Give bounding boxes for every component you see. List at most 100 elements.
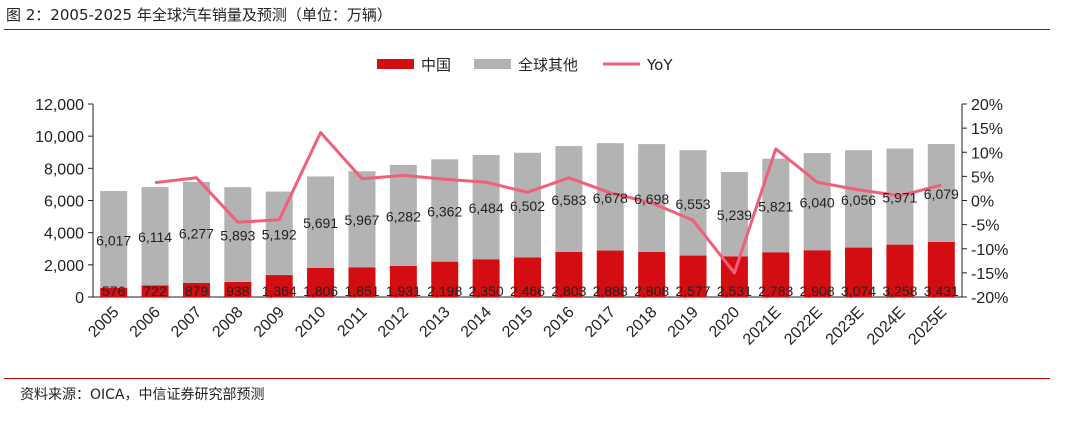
y-tick-label: 0 bbox=[75, 290, 84, 307]
data-label-others: 5,967 bbox=[344, 212, 379, 228]
y2-tick-label: 0% bbox=[971, 194, 994, 211]
data-label-others: 5,691 bbox=[303, 215, 338, 231]
data-label-others: 6,553 bbox=[676, 196, 711, 212]
data-label-china: 3,431 bbox=[924, 283, 959, 299]
data-labels: 576 6,017 722 6,114 879 6,277 938 5,893 1,364 5,1… bbox=[96, 186, 959, 299]
data-label-others: 5,239 bbox=[717, 207, 752, 223]
data-label-china: 2,808 bbox=[634, 283, 669, 299]
data-label-others: 6,114 bbox=[138, 229, 172, 245]
legend-swatch-china bbox=[377, 59, 414, 69]
bar-china bbox=[679, 255, 707, 297]
x-tick-label: 2010 bbox=[292, 304, 329, 341]
legend: 中国 全球其他 YoY bbox=[377, 56, 673, 74]
source-note: 资料来源：OICA，中信证券研究部预测 bbox=[20, 387, 265, 403]
x-tick-label: 2011 bbox=[334, 304, 370, 340]
chart-title: 图 2：2005-2025 年全球汽车销量及预测（单位：万辆） bbox=[6, 6, 392, 24]
bar-others bbox=[514, 152, 541, 258]
x-tick-label: 2022E bbox=[781, 304, 826, 349]
y2-tick-label: -20% bbox=[971, 290, 1008, 307]
data-label-others: 6,502 bbox=[510, 198, 545, 214]
data-label-china: 2,577 bbox=[676, 283, 711, 299]
bar-china bbox=[845, 247, 873, 297]
data-label-china: 1,364 bbox=[262, 283, 297, 299]
bar-others bbox=[845, 150, 873, 248]
bar-china bbox=[265, 275, 293, 297]
data-label-others: 6,583 bbox=[551, 192, 586, 208]
data-label-china: 2,466 bbox=[510, 283, 545, 299]
data-label-china: 3,074 bbox=[841, 283, 876, 299]
bar-others bbox=[431, 159, 459, 262]
bar-others bbox=[472, 154, 500, 260]
bar-others bbox=[348, 171, 376, 268]
data-label-others: 6,056 bbox=[841, 192, 876, 208]
y-tick-label: 8,000 bbox=[44, 161, 84, 178]
yoy-line bbox=[154, 131, 942, 275]
data-label-others: 6,040 bbox=[800, 195, 835, 211]
bar-others bbox=[803, 153, 831, 251]
x-tick-label: 2014 bbox=[458, 304, 495, 341]
data-label-china: 1,931 bbox=[386, 283, 421, 299]
data-label-china: 3,258 bbox=[882, 283, 917, 299]
data-label-others: 6,079 bbox=[924, 186, 959, 202]
data-label-china: 722 bbox=[143, 283, 167, 299]
data-label-others: 6,678 bbox=[593, 190, 628, 206]
y2-tick-label: 15% bbox=[971, 121, 1003, 138]
bar-china bbox=[596, 250, 624, 297]
x-tick-label: 2025E bbox=[905, 304, 950, 349]
bar-others bbox=[596, 143, 624, 251]
data-label-others: 6,484 bbox=[469, 200, 504, 216]
bar-china bbox=[389, 265, 417, 297]
bar-china bbox=[762, 252, 790, 297]
bar-others bbox=[679, 150, 707, 256]
bar-china bbox=[431, 261, 459, 297]
y-tick-label: 10,000 bbox=[35, 129, 84, 146]
legend-label-others: 全球其他 bbox=[518, 56, 578, 74]
yoy-line-group bbox=[154, 131, 942, 275]
bar-china bbox=[141, 285, 169, 297]
bar-china bbox=[555, 251, 583, 297]
data-label-others: 5,821 bbox=[758, 198, 793, 214]
data-label-china: 2,908 bbox=[800, 283, 835, 299]
bar-others bbox=[638, 144, 666, 252]
data-label-china: 1,851 bbox=[344, 283, 379, 299]
data-label-china: 1,806 bbox=[303, 283, 338, 299]
bar-others bbox=[182, 181, 210, 283]
bar-china bbox=[348, 267, 376, 297]
x-tick-label: 2015 bbox=[499, 304, 536, 341]
x-tick-label: 2023E bbox=[823, 304, 868, 349]
x-tick-label: 2013 bbox=[416, 304, 453, 341]
bar-others bbox=[927, 144, 955, 242]
y-tick-label: 4,000 bbox=[44, 226, 84, 243]
x-tick-label: 2017 bbox=[582, 304, 619, 341]
data-label-china: 2,888 bbox=[593, 283, 628, 299]
data-label-china: 576 bbox=[102, 283, 126, 299]
bars bbox=[100, 143, 955, 297]
y2-tick-label: 10% bbox=[971, 145, 1003, 162]
bar-others bbox=[389, 164, 417, 266]
x-tick-label: 2020 bbox=[706, 304, 743, 341]
bar-china bbox=[472, 259, 500, 297]
bar-china bbox=[514, 257, 541, 297]
y-tick-label: 2,000 bbox=[44, 258, 84, 275]
data-label-china: 2,531 bbox=[717, 283, 752, 299]
x-tick-label: 2018 bbox=[623, 304, 660, 341]
legend-swatch-others bbox=[474, 59, 511, 69]
data-label-others: 5,893 bbox=[220, 228, 255, 244]
bar-china bbox=[803, 250, 831, 297]
bar-others bbox=[555, 146, 583, 252]
bar-china bbox=[886, 244, 914, 297]
y-tick-label: 12,000 bbox=[35, 97, 84, 114]
data-label-china: 879 bbox=[185, 283, 209, 299]
data-label-china: 2,803 bbox=[551, 283, 586, 299]
data-label-china: 2,350 bbox=[469, 283, 504, 299]
x-tick-label: 2012 bbox=[375, 304, 412, 341]
bar-china bbox=[182, 282, 210, 297]
x-tick-label: 2024E bbox=[864, 304, 909, 349]
x-tick-label: 2007 bbox=[168, 304, 205, 341]
data-label-others: 5,192 bbox=[262, 226, 297, 242]
data-label-china: 2,198 bbox=[427, 283, 462, 299]
data-label-others: 6,277 bbox=[179, 225, 214, 241]
x-tick-label: 2009 bbox=[251, 304, 288, 341]
data-label-others: 6,362 bbox=[427, 203, 462, 219]
